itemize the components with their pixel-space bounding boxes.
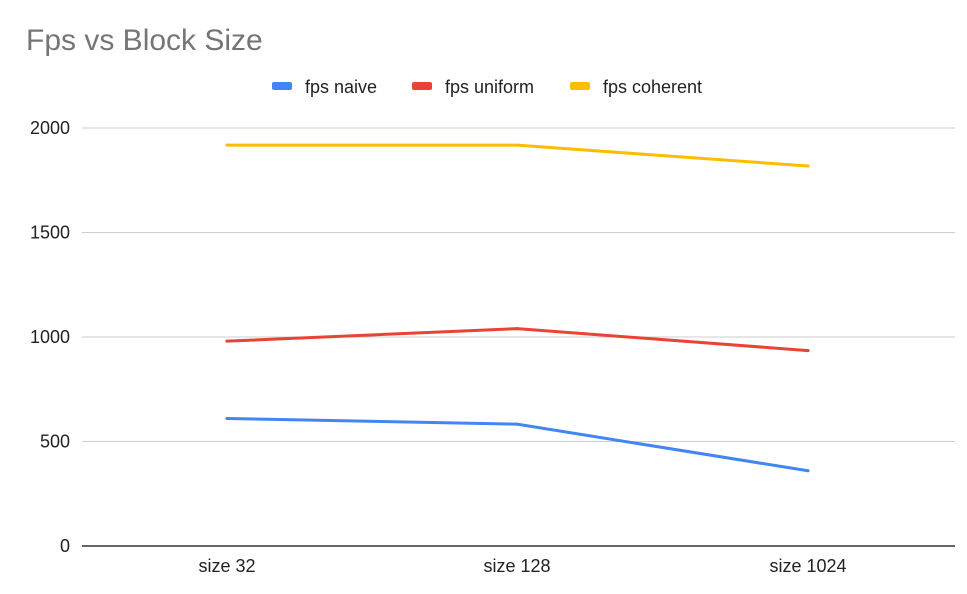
- legend-label: fps coherent: [603, 77, 702, 97]
- series-fps-coherent: [225, 143, 810, 168]
- x-tick-label: size 128: [483, 556, 550, 576]
- x-tick-label: size 1024: [769, 556, 846, 576]
- series-lines: [225, 143, 810, 473]
- data-point: [806, 469, 810, 473]
- legend-item: fps naive: [272, 77, 377, 97]
- y-tick-label: 1000: [30, 327, 70, 347]
- series-fps-naive: [225, 417, 810, 473]
- series-line: [225, 327, 810, 353]
- legend-item: fps coherent: [570, 77, 702, 97]
- series-fps-uniform: [225, 327, 810, 353]
- y-tick-label: 500: [40, 432, 70, 452]
- data-point: [225, 143, 229, 147]
- gridlines: [82, 127, 955, 442]
- data-point: [515, 422, 519, 426]
- y-tick-label: 2000: [30, 118, 70, 138]
- data-point: [515, 143, 519, 147]
- legend-swatch: [570, 82, 590, 90]
- x-axis-ticks: size 32 size 128 size 1024: [198, 556, 846, 576]
- legend-label: fps uniform: [445, 77, 534, 97]
- data-point: [806, 164, 810, 168]
- series-line: [225, 417, 810, 473]
- y-axis-ticks: 0 500 1000 1500 2000: [30, 118, 70, 556]
- series-line: [225, 143, 810, 168]
- legend-label: fps naive: [305, 77, 377, 97]
- legend: fps naive fps uniform fps coherent: [272, 77, 702, 97]
- legend-swatch: [272, 82, 292, 90]
- y-tick-label: 0: [60, 536, 70, 556]
- data-point: [225, 339, 229, 343]
- y-tick-label: 1500: [30, 223, 70, 243]
- data-point: [515, 327, 519, 331]
- data-point: [806, 349, 810, 353]
- chart-title: Fps vs Block Size: [26, 24, 263, 57]
- data-point: [225, 417, 229, 421]
- legend-swatch: [412, 82, 432, 90]
- legend-item: fps uniform: [412, 77, 534, 97]
- x-tick-label: size 32: [198, 556, 255, 576]
